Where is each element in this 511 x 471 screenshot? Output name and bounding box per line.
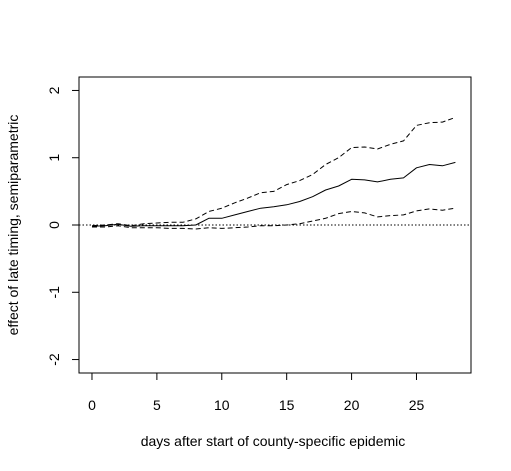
x-tick-label: 5 xyxy=(153,397,161,413)
y-tick-label: 2 xyxy=(46,86,62,94)
y-tick-label: 1 xyxy=(46,154,62,162)
x-tick-label: 20 xyxy=(344,397,360,413)
x-axis-label: days after start of county-specific epid… xyxy=(141,433,406,449)
y-tick-label: -2 xyxy=(46,353,62,366)
y-tick-label: -1 xyxy=(46,286,62,299)
x-axis: 0 5 10 15 20 25 xyxy=(88,372,425,413)
x-tick-label: 0 xyxy=(88,397,96,413)
y-tick-label: 0 xyxy=(46,221,62,229)
y-axis: -2 -1 0 1 2 xyxy=(46,86,80,366)
series-layer xyxy=(91,116,456,230)
y-axis-label: effect of late timing, semiparametric xyxy=(5,115,21,336)
estimate-line-0 xyxy=(91,161,456,227)
x-tick-label: 15 xyxy=(279,397,295,413)
confidence-band-line-1 xyxy=(91,116,456,227)
confidence-band-line-2 xyxy=(92,207,456,230)
x-tick-label: 10 xyxy=(214,397,230,413)
x-tick-label: 25 xyxy=(409,397,425,413)
